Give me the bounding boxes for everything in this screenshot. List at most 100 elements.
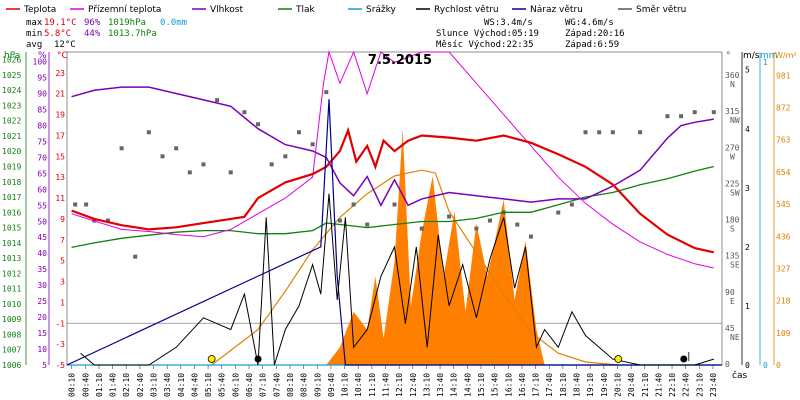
temperature-line (71, 126, 715, 254)
wind-direction-point (569, 202, 574, 207)
pct-tick-label: 5 (42, 361, 47, 370)
pct-tick-label: 15 (37, 329, 47, 338)
wm2-tick-label: 545 (776, 200, 791, 209)
wind-direction-point (610, 130, 615, 135)
wind-direction-point (583, 130, 588, 135)
wm2-tick-label: 763 (776, 136, 791, 145)
dir-tick-name: SW (730, 188, 740, 197)
x-tick-label: 05:10 (204, 373, 213, 397)
x-tick-label: 08:10 (286, 373, 295, 397)
legend-label: Směr větru (636, 5, 686, 15)
wind-direction-point (337, 218, 342, 223)
wind-direction-point (242, 110, 247, 115)
wind-direction-point (711, 110, 716, 115)
x-tick-label: 15:40 (491, 373, 500, 397)
wind-direction-point (392, 202, 397, 207)
hpa-tick-label: 1012 (2, 269, 21, 278)
x-tick-label: 20:10 (613, 373, 622, 397)
wm2-tick-label: 109 (776, 329, 791, 338)
x-tick-label: 13:40 (436, 373, 445, 397)
pct-tick-label: 90 (37, 90, 47, 99)
wind-direction-point (160, 154, 165, 159)
pct-tick-label: 100 (33, 58, 48, 67)
stats-max-hum: 96% (84, 18, 101, 28)
mm-tick-label: 0 (763, 361, 768, 370)
info-sunset: Západ:20:16 (565, 29, 625, 39)
pct-tick-label: 50 (37, 217, 47, 226)
c-tick-label: 3 (60, 278, 65, 287)
legend-label: Teplota (23, 5, 56, 15)
c-tick-label: 1 (60, 298, 65, 307)
pct-axis-label: % (38, 51, 47, 61)
wm2-tick-label: 0 (776, 361, 781, 370)
wm2-tick-label: 981 (776, 71, 791, 80)
pct-tick-label: 85 (37, 105, 47, 114)
wind-direction-point (228, 170, 233, 175)
ground-temperature-line (71, 50, 714, 269)
pct-tick-label: 35 (37, 265, 47, 274)
wm2-tick-label: 654 (776, 168, 791, 177)
dir-tick-name: W (730, 152, 735, 161)
x-tick-label: 12:40 (409, 373, 418, 397)
stats-max-label: max (26, 18, 43, 28)
x-tick-label: 02:40 (136, 373, 145, 397)
x-tick-label: 16:10 (504, 373, 513, 397)
x-tick-label: 18:40 (573, 373, 582, 397)
ms-tick-label: 3 (745, 184, 750, 193)
x-tick-label: 10:10 (341, 373, 350, 397)
humidity-line (71, 86, 714, 207)
info-moon: Měsíc Východ:22:35 (436, 40, 534, 50)
pct-tick-label: 65 (37, 169, 47, 178)
x-tick-label: 18:10 (559, 373, 568, 397)
wind-direction-point (84, 202, 89, 207)
hpa-tick-label: 1010 (2, 300, 21, 309)
dir-tick-name: NW (730, 116, 740, 125)
legend-label: Přízemní teplota (88, 5, 161, 15)
info-sun: Slunce Východ:05:19 (436, 29, 539, 39)
wind-direction-point (556, 210, 561, 215)
c-tick-label: -5 (55, 361, 65, 370)
x-tick-label: 11:40 (381, 373, 390, 397)
dir-tick-label: 90 (725, 288, 735, 297)
wind-direction-point (269, 162, 274, 167)
x-tick-label: 22:10 (668, 373, 677, 397)
x-tick-label: 00:10 (68, 373, 77, 397)
x-tick-label: 20:40 (627, 373, 636, 397)
hpa-tick-label: 1011 (2, 285, 21, 294)
pct-tick-label: 75 (37, 137, 47, 146)
chart-title: 7.5.2015 (368, 53, 432, 68)
x-tick-label: 05:40 (218, 373, 227, 397)
x-tick-label: 09:40 (327, 373, 336, 397)
wind-direction-point (515, 222, 520, 227)
hpa-tick-label: 1024 (2, 86, 21, 95)
hpa-tick-label: 1007 (2, 346, 21, 355)
x-tick-label: 17:10 (532, 373, 541, 397)
x-tick-label: 04:10 (177, 373, 186, 397)
x-tick-label: 07:40 (272, 373, 281, 397)
x-tick-label: 03:40 (163, 373, 172, 397)
legend: Teplota Přízemní teplota Vlhkost Tlak Srážky… (6, 5, 686, 15)
stats-avg-temp: 12°C (54, 40, 76, 50)
deg-axis-label: ° (726, 51, 731, 61)
hpa-tick-label: 1026 (2, 56, 21, 65)
pct-tick-label: 30 (37, 281, 47, 290)
dir-tick-name: N (730, 80, 735, 89)
pct-tick-label: 40 (37, 249, 47, 258)
c-tick-label: 5 (60, 257, 65, 266)
pct-tick-label: 80 (37, 121, 47, 130)
wind-direction-point (351, 202, 356, 207)
ms-tick-label: 0 (745, 361, 750, 370)
pct-tick-label: 60 (37, 185, 47, 194)
hpa-tick-label: 1009 (2, 315, 21, 324)
wind-direction-point (638, 130, 643, 135)
x-tick-label: 13:10 (422, 373, 431, 397)
x-tick-label: 08:40 (300, 373, 309, 397)
c-tick-label: 21 (55, 90, 65, 99)
c-tick-label: 15 (55, 152, 65, 161)
x-tick-label: 19:40 (600, 373, 609, 397)
dir-tick-label: 135 (725, 252, 740, 261)
wm2-tick-label: 218 (776, 297, 791, 306)
x-tick-label: 22:40 (682, 373, 691, 397)
dir-tick-label: 0 (725, 360, 730, 369)
